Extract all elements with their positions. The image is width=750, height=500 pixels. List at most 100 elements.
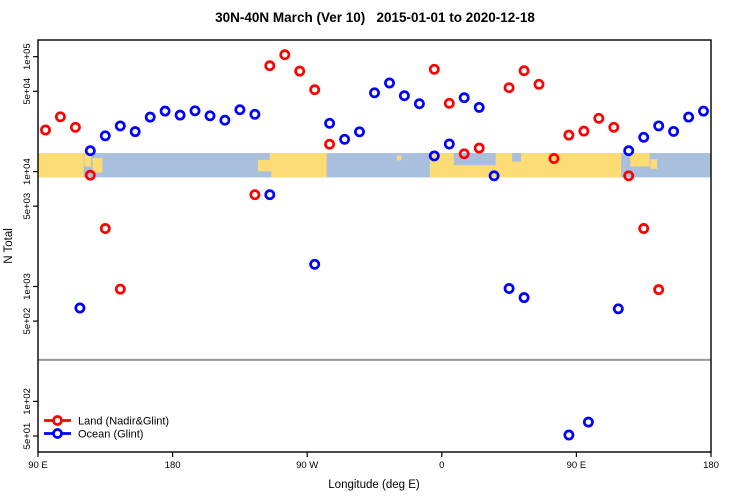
data-point-ocean xyxy=(653,120,665,132)
data-point-ocean xyxy=(354,126,365,138)
data-point-ocean xyxy=(264,189,276,201)
data-points-layer xyxy=(40,49,709,441)
data-point-land xyxy=(69,121,81,133)
data-point-ocean xyxy=(638,131,650,143)
map-band-land xyxy=(38,153,84,178)
data-point-ocean xyxy=(668,125,680,137)
data-point-ocean xyxy=(582,416,594,428)
data-point-land xyxy=(264,60,276,72)
x-tick-label: 180 xyxy=(165,460,181,471)
data-point-land xyxy=(40,124,51,136)
data-point-ocean xyxy=(683,111,695,123)
data-point-land xyxy=(428,63,440,75)
map-band-ocean-patch xyxy=(257,153,270,160)
data-point-land xyxy=(54,111,66,123)
map-band-ocean-patch xyxy=(257,171,272,178)
data-point-ocean xyxy=(174,109,186,121)
data-point-ocean xyxy=(114,120,126,132)
x-tick-label: 0 xyxy=(439,460,444,471)
data-point-ocean xyxy=(204,110,216,122)
map-band-land xyxy=(92,157,103,173)
data-point-ocean xyxy=(324,117,336,129)
data-point-ocean xyxy=(369,87,380,99)
y-tick-label: 5e+04 xyxy=(22,78,33,105)
data-point-ocean xyxy=(612,303,624,315)
y-tick-label: 1e+03 xyxy=(22,273,33,300)
data-point-land xyxy=(503,82,515,94)
data-point-land xyxy=(443,97,455,109)
axes-layer: 90 E 180 90 W 0 90 E 180 1e+05 5e+04 1e+04 5e+03 1… xyxy=(22,39,719,471)
data-point-ocean xyxy=(458,92,470,104)
y-tick-label: 1e+02 xyxy=(22,388,33,415)
data-point-land xyxy=(309,84,321,96)
data-point-ocean xyxy=(623,145,635,157)
data-point-land xyxy=(563,129,575,141)
map-band-land xyxy=(84,153,92,167)
data-point-land xyxy=(324,138,336,150)
data-point-land xyxy=(593,112,605,124)
x-tick-label: 90 W xyxy=(296,460,318,471)
data-point-ocean xyxy=(698,105,709,117)
data-point-land xyxy=(294,65,306,77)
data-point-land xyxy=(548,153,560,164)
data-point-land xyxy=(84,169,96,181)
y-axis-title: N Total xyxy=(3,228,15,264)
data-point-land xyxy=(473,142,485,154)
x-tick-label: 90 E xyxy=(28,460,48,471)
x-tick-label: 90 E xyxy=(567,460,587,471)
data-point-ocean xyxy=(563,429,575,441)
chart-title: 30N-40N March (Ver 10) 2015-01-01 to 202… xyxy=(215,10,535,25)
legend-marker-ocean xyxy=(52,428,63,439)
y-tick-label: 5e+02 xyxy=(22,308,33,335)
data-point-ocean xyxy=(518,292,530,304)
data-point-land xyxy=(249,189,261,201)
data-point-ocean xyxy=(234,104,246,116)
data-point-ocean xyxy=(339,133,351,145)
data-point-ocean xyxy=(144,111,156,123)
data-point-ocean xyxy=(398,90,410,102)
data-point-ocean xyxy=(249,108,261,120)
y-tick-label: 1e+04 xyxy=(22,158,33,185)
map-band-land xyxy=(630,153,650,167)
legend-marker-land xyxy=(52,415,63,426)
legend: Land (Nadir&Glint)Ocean (Glint) xyxy=(44,415,169,440)
data-point-ocean xyxy=(84,145,96,157)
data-point-land xyxy=(518,65,530,77)
map-band-land xyxy=(396,155,402,161)
plot-border xyxy=(37,39,712,453)
map-band-ocean-patch xyxy=(512,153,522,162)
data-point-land xyxy=(653,284,665,296)
data-point-ocean xyxy=(503,283,515,294)
data-point-ocean xyxy=(443,138,455,150)
data-point-ocean xyxy=(309,258,321,270)
data-point-land xyxy=(578,125,590,137)
data-point-land xyxy=(623,170,635,182)
data-point-land xyxy=(279,49,291,61)
data-point-land xyxy=(114,283,126,295)
data-point-ocean xyxy=(488,170,500,182)
legend-label-ocean: Ocean (Glint) xyxy=(78,428,143,440)
data-point-ocean xyxy=(219,114,231,126)
data-point-ocean xyxy=(129,126,141,138)
y-tick-label: 5e+03 xyxy=(22,193,33,220)
map-band-land xyxy=(650,159,658,169)
x-axis-title: Longitude (deg E) xyxy=(328,479,420,491)
data-point-ocean xyxy=(74,302,86,314)
data-point-ocean xyxy=(159,105,171,117)
map-band-layer xyxy=(38,153,711,178)
data-point-ocean xyxy=(99,130,111,142)
data-point-land xyxy=(99,223,111,234)
data-point-land xyxy=(608,121,620,133)
y-tick-label: 5e+01 xyxy=(22,423,33,450)
data-point-land xyxy=(638,223,650,234)
data-point-ocean xyxy=(473,101,485,113)
y-tick-label: 1e+05 xyxy=(22,43,33,70)
data-point-ocean xyxy=(384,77,395,89)
legend-label-land: Land (Nadir&Glint) xyxy=(78,415,169,427)
data-point-ocean xyxy=(189,105,201,117)
x-tick-label: 180 xyxy=(703,460,719,471)
data-point-ocean xyxy=(413,98,425,110)
data-point-land xyxy=(533,78,545,90)
